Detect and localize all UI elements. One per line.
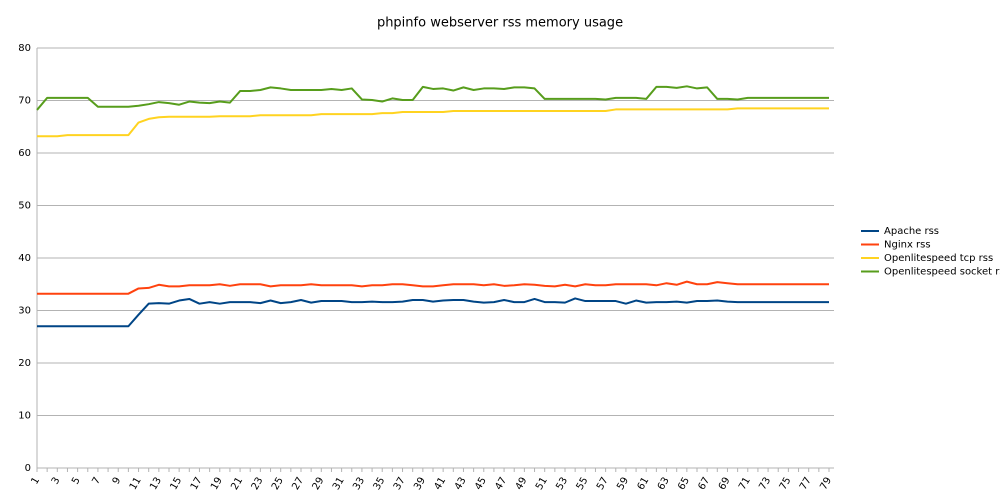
x-tick-label: 73 xyxy=(757,476,773,493)
x-tick-label: 11 xyxy=(128,476,144,493)
series-line xyxy=(37,280,829,295)
x-tick-label: 55 xyxy=(575,476,591,493)
x-tick-label: 29 xyxy=(311,476,327,493)
y-tick-label: 20 xyxy=(18,358,31,369)
x-tick-label: 79 xyxy=(818,476,834,493)
x-tick-label: 57 xyxy=(595,476,611,493)
x-tick-label: 65 xyxy=(676,476,692,493)
x-tick-label: 53 xyxy=(554,476,570,493)
x-tick-label: 69 xyxy=(717,476,733,493)
x-tick-label: 63 xyxy=(656,476,672,493)
x-tick-label: 41 xyxy=(432,476,448,493)
y-tick-label: 80 xyxy=(18,43,31,54)
x-tick-label: 51 xyxy=(534,476,550,493)
series-line xyxy=(37,297,829,328)
x-tick-label: 13 xyxy=(148,476,164,493)
x-tick-label: 39 xyxy=(412,476,428,493)
x-tick-label: 31 xyxy=(331,476,347,493)
x-tick-label: 21 xyxy=(229,476,245,493)
x-tick-label: 5 xyxy=(70,476,83,487)
x-tick-label: 37 xyxy=(392,476,408,493)
y-tick-label: 50 xyxy=(18,201,31,212)
x-tick-label: 25 xyxy=(270,476,286,493)
x-tick-label: 47 xyxy=(493,475,509,492)
series-line xyxy=(37,107,829,138)
x-tick-label: 35 xyxy=(372,476,388,493)
x-tick-label: 27 xyxy=(290,476,306,493)
y-tick-label: 0 xyxy=(25,463,31,474)
x-tick-label: 9 xyxy=(111,476,124,487)
y-tick-label: 70 xyxy=(18,96,31,107)
x-tick-label: 43 xyxy=(453,476,469,493)
legend-label: Openlitespeed socket rss xyxy=(884,267,1000,278)
x-tick-label: 15 xyxy=(168,476,184,493)
legend-label: Apache rss xyxy=(884,226,939,237)
x-tick-label: 23 xyxy=(250,476,266,493)
legend-label: Openlitespeed tcp rss xyxy=(884,253,993,264)
x-tick-label: 49 xyxy=(514,476,530,493)
series-line xyxy=(36,85,829,111)
x-tick-label: 67 xyxy=(696,476,712,493)
x-tick-label: 77 xyxy=(798,476,814,493)
x-tick-label: 45 xyxy=(473,476,489,493)
x-tick-label: 59 xyxy=(615,476,631,493)
x-tick-label: 75 xyxy=(778,476,794,493)
x-tick-label: 17 xyxy=(189,476,205,493)
legend-label: Nginx rss xyxy=(884,240,931,251)
x-tick-label: 19 xyxy=(209,476,225,493)
x-tick-label: 61 xyxy=(636,476,652,493)
x-tick-label: 7 xyxy=(90,476,103,487)
x-tick-label: 1 xyxy=(29,476,42,487)
x-tick-label: 71 xyxy=(737,476,753,493)
y-tick-label: 40 xyxy=(18,253,31,264)
y-tick-label: 10 xyxy=(18,411,31,422)
chart-title: phpinfo webserver rss memory usage xyxy=(377,16,623,31)
x-tick-label: 3 xyxy=(50,476,63,487)
y-tick-label: 30 xyxy=(18,306,31,317)
x-tick-label: 33 xyxy=(351,476,367,493)
y-tick-label: 60 xyxy=(18,148,31,159)
